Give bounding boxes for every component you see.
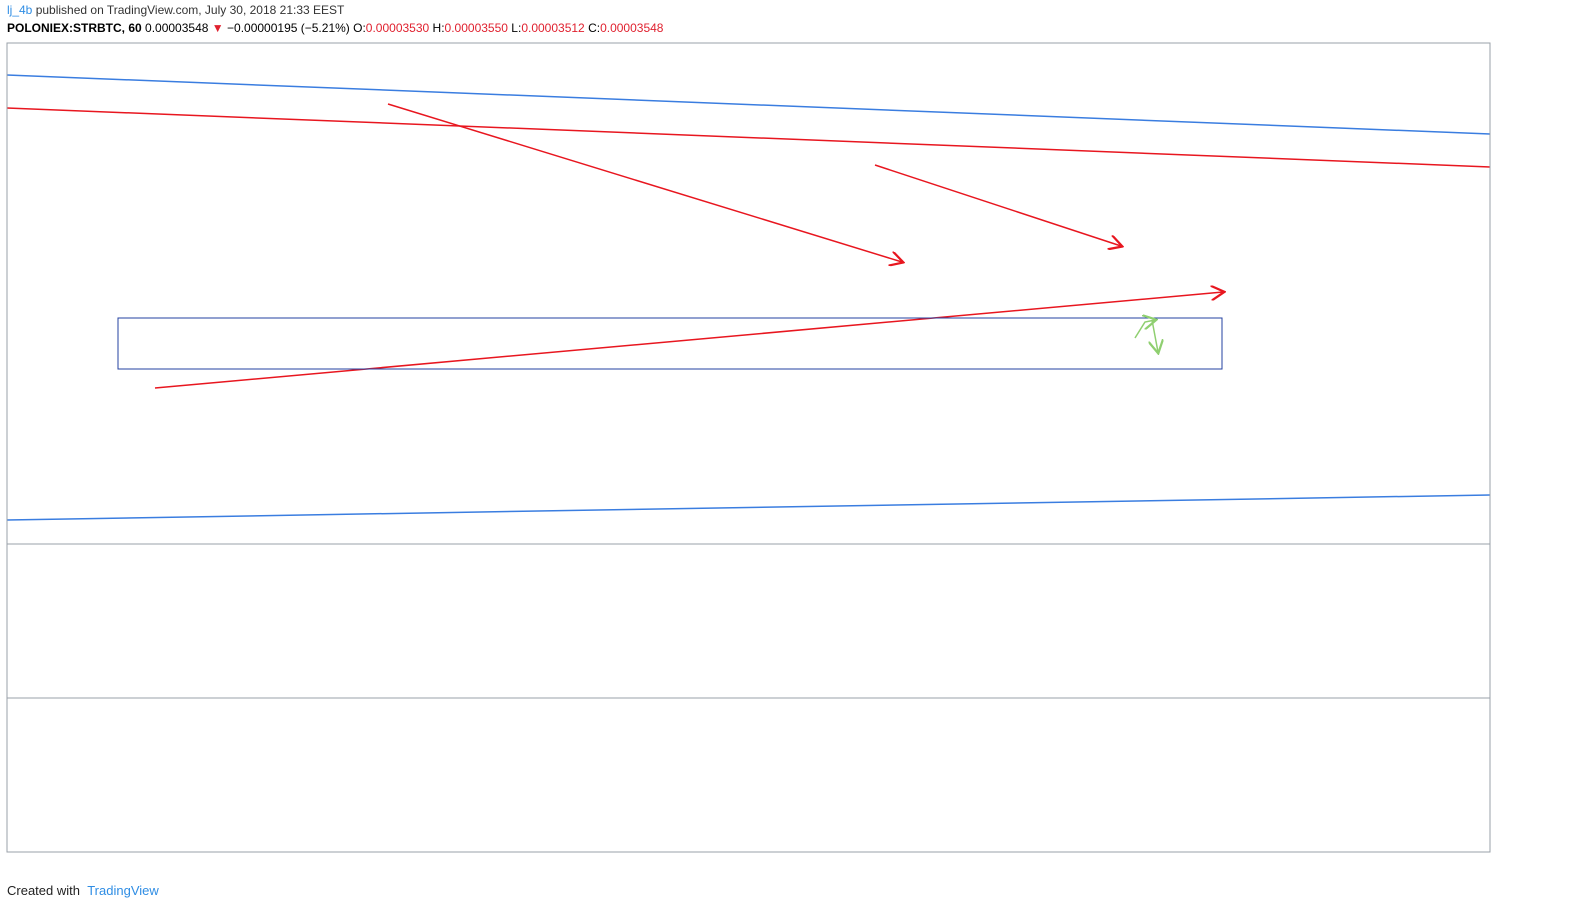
projection-arrow — [1152, 319, 1158, 352]
plot-border — [6, 42, 1491, 853]
trend-arrow — [874, 164, 1121, 246]
o-value: 0.00003530 — [365, 21, 430, 35]
h-label: H: — [432, 21, 445, 35]
last-price: 0.00003548 — [145, 21, 209, 35]
brand[interactable]: TradingView — [87, 883, 159, 898]
created-with: Created with — [7, 883, 80, 898]
trend-line — [6, 74, 1491, 135]
publish-line: lj_4b published on TradingView.com, July… — [7, 3, 344, 17]
l-label: L: — [511, 21, 522, 35]
o-label: O: — [353, 21, 366, 35]
trend-arrow — [154, 292, 1223, 389]
c-value: 0.00003548 — [600, 21, 664, 35]
c-label: C: — [588, 21, 601, 35]
arrow: ▼ — [211, 21, 224, 35]
footer: Created with TradingView — [7, 883, 159, 898]
l-value: 0.00003512 — [521, 21, 585, 35]
support-box — [117, 317, 1223, 370]
symbol: POLONIEX:STRBTC, 60 — [7, 21, 142, 35]
trend-arrow — [387, 103, 902, 262]
trend-line — [6, 107, 1491, 168]
drawings — [6, 74, 1491, 521]
frame — [6, 42, 1491, 853]
author[interactable]: lj_4b — [7, 3, 33, 17]
quote-line: POLONIEX:STRBTC, 60 0.00003548 ▼ −0.0000… — [7, 21, 663, 35]
chart — [6, 42, 1491, 853]
h-value: 0.00003550 — [444, 21, 508, 35]
change: −0.00000195 (−5.21%) — [227, 21, 350, 35]
published: published on TradingView.com, July 30, 2… — [35, 3, 345, 17]
trend-line — [6, 494, 1491, 521]
